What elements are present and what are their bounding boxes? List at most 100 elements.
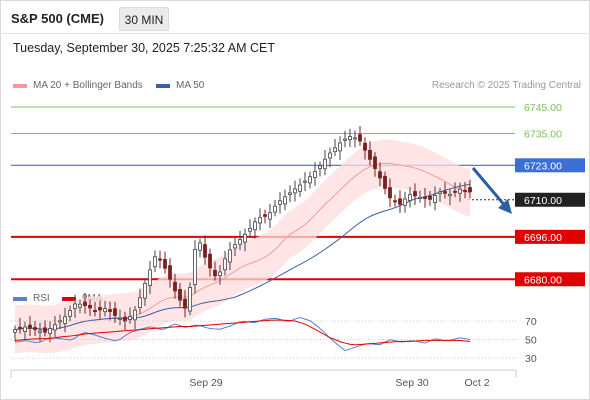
price-label-bg-6696.00 xyxy=(515,229,585,244)
candle-body xyxy=(158,258,162,261)
candle-body xyxy=(263,214,267,217)
candle-body xyxy=(253,221,257,231)
candle-body xyxy=(23,326,27,332)
candle-body xyxy=(183,298,187,309)
candle-body xyxy=(353,137,357,140)
ma50-label: MA 50 xyxy=(176,80,205,91)
x-tick-label: Oct 2 xyxy=(464,377,489,389)
legend-ma50: MA 50 xyxy=(156,80,204,91)
candle-body xyxy=(228,249,232,263)
candle-body xyxy=(173,281,177,292)
candle-body xyxy=(378,171,382,179)
candle-body xyxy=(138,297,142,308)
price-label-6710.00: 6710.00 xyxy=(524,195,562,207)
candle-body xyxy=(438,191,442,194)
candle-body xyxy=(408,194,412,201)
candle-body xyxy=(288,192,292,195)
price-label-bg-6710.00 xyxy=(515,192,585,207)
candle-body xyxy=(188,287,192,312)
candle-body xyxy=(213,269,217,277)
candle-body xyxy=(93,310,97,313)
candle-body xyxy=(18,326,22,329)
candle-body xyxy=(453,190,457,193)
candle-body xyxy=(113,308,117,316)
candle-body xyxy=(383,175,387,189)
forecast-arrow-head xyxy=(498,199,512,214)
rsi-tick-label: 50 xyxy=(525,335,537,347)
candle-body xyxy=(423,196,427,199)
candle-body xyxy=(328,152,332,159)
ma50-swatch xyxy=(156,83,170,88)
rsi-ma9-line xyxy=(14,319,471,346)
ma20-label: MA 20 + Bollinger Bands xyxy=(33,80,143,91)
rsi-swatch xyxy=(13,296,27,301)
candle-body xyxy=(118,317,122,320)
candle-body xyxy=(468,187,472,193)
candle-body xyxy=(198,242,202,251)
candle-body xyxy=(163,259,167,269)
forecast-arrow-shaft xyxy=(471,167,508,208)
candle-body xyxy=(258,217,262,224)
price-label-6745.00: 6745.00 xyxy=(524,102,562,114)
candle-body xyxy=(203,244,207,258)
candle-body xyxy=(418,196,422,199)
candle-body xyxy=(153,256,157,268)
candle-body xyxy=(48,328,52,334)
candle-body xyxy=(233,244,237,249)
candle-body xyxy=(193,249,197,285)
rsi-label: RSI xyxy=(33,293,50,304)
candle-body xyxy=(108,309,112,312)
candle-body xyxy=(98,307,102,311)
candle-body xyxy=(28,324,32,329)
candle-body xyxy=(238,239,242,245)
candle-body xyxy=(323,158,327,170)
candle-body xyxy=(333,147,337,153)
candle-body xyxy=(103,308,107,313)
candle-body xyxy=(128,316,132,320)
candle-body xyxy=(223,258,227,271)
candle-body xyxy=(293,188,297,194)
candle-body xyxy=(273,205,277,213)
candle-body xyxy=(458,188,462,194)
candle-body xyxy=(133,309,137,321)
header-divider xyxy=(0,33,590,34)
candle-body xyxy=(178,289,182,301)
candle-body xyxy=(373,156,377,169)
candle-body xyxy=(53,324,57,331)
instrument-title: S&P 500 (CME) xyxy=(11,11,104,26)
candle-body xyxy=(368,150,372,160)
candle-body xyxy=(303,180,307,183)
candle-body xyxy=(248,227,252,232)
price-label-bg-6680.00 xyxy=(515,272,585,287)
candle-body xyxy=(318,165,322,170)
candle-body xyxy=(338,142,342,152)
candle-body xyxy=(168,265,172,280)
ma20-swatch xyxy=(13,83,27,88)
candle-body xyxy=(388,187,392,199)
candle-body xyxy=(88,304,92,309)
price-label-6723.00: 6723.00 xyxy=(524,160,562,172)
candle-body xyxy=(243,233,247,243)
header-bar: S&P 500 (CME) 30 MIN xyxy=(0,0,590,37)
candle-body xyxy=(398,198,402,205)
candle-body xyxy=(433,195,437,203)
x-tick-label: Sep 29 xyxy=(189,377,222,389)
price-label-bg-6723.00 xyxy=(515,158,585,173)
candle-body xyxy=(393,200,397,203)
candle-body xyxy=(43,327,47,333)
candle-body xyxy=(448,193,452,197)
candle-body xyxy=(218,271,222,276)
candle-body xyxy=(443,191,447,194)
rsi-tick-label: 70 xyxy=(525,316,537,328)
candle-body xyxy=(403,198,407,206)
timeframe-badge[interactable]: 30 MIN xyxy=(119,7,169,31)
legend-ma20: MA 20 + Bollinger Bands xyxy=(13,80,143,91)
candle-body xyxy=(428,196,432,200)
legend-rsi: RSI xyxy=(13,293,50,304)
candle-body xyxy=(363,142,367,151)
datetime-label: Tuesday, September 30, 2025 7:25:32 AM C… xyxy=(13,41,275,55)
candle-body xyxy=(413,191,417,197)
candle-body xyxy=(73,303,77,309)
candle-body xyxy=(463,189,467,192)
candle-body xyxy=(313,171,317,178)
